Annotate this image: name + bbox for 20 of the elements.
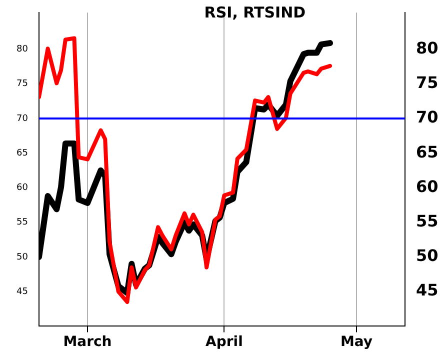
y2-tick-label: 55 xyxy=(416,212,438,231)
chart-title: RSI, RTSIND xyxy=(204,3,306,22)
y2-tick-label: 70 xyxy=(416,108,438,127)
y-tick-label: 60 xyxy=(16,183,28,194)
y-tick-label: 45 xyxy=(16,286,28,297)
y2-tick-label: 45 xyxy=(416,280,438,300)
y-tick-label: 65 xyxy=(16,148,28,158)
y-tick-label: 50 xyxy=(16,252,28,262)
y2-tick-label: 80 xyxy=(416,38,438,58)
y-tick-label: 70 xyxy=(16,114,28,124)
y2-tick-label: 75 xyxy=(416,73,438,92)
y2-tick-label: 50 xyxy=(416,246,438,266)
x-tick-label: March xyxy=(63,334,112,350)
y-tick-label: 80 xyxy=(16,44,28,55)
x-tick-label: April xyxy=(206,334,243,350)
y-tick-label: 55 xyxy=(16,218,28,228)
y-tick-label: 75 xyxy=(16,79,28,90)
y2-tick-label: 65 xyxy=(416,142,438,162)
x-tick-label: May xyxy=(340,334,373,350)
y2-tick-label: 60 xyxy=(416,176,438,196)
